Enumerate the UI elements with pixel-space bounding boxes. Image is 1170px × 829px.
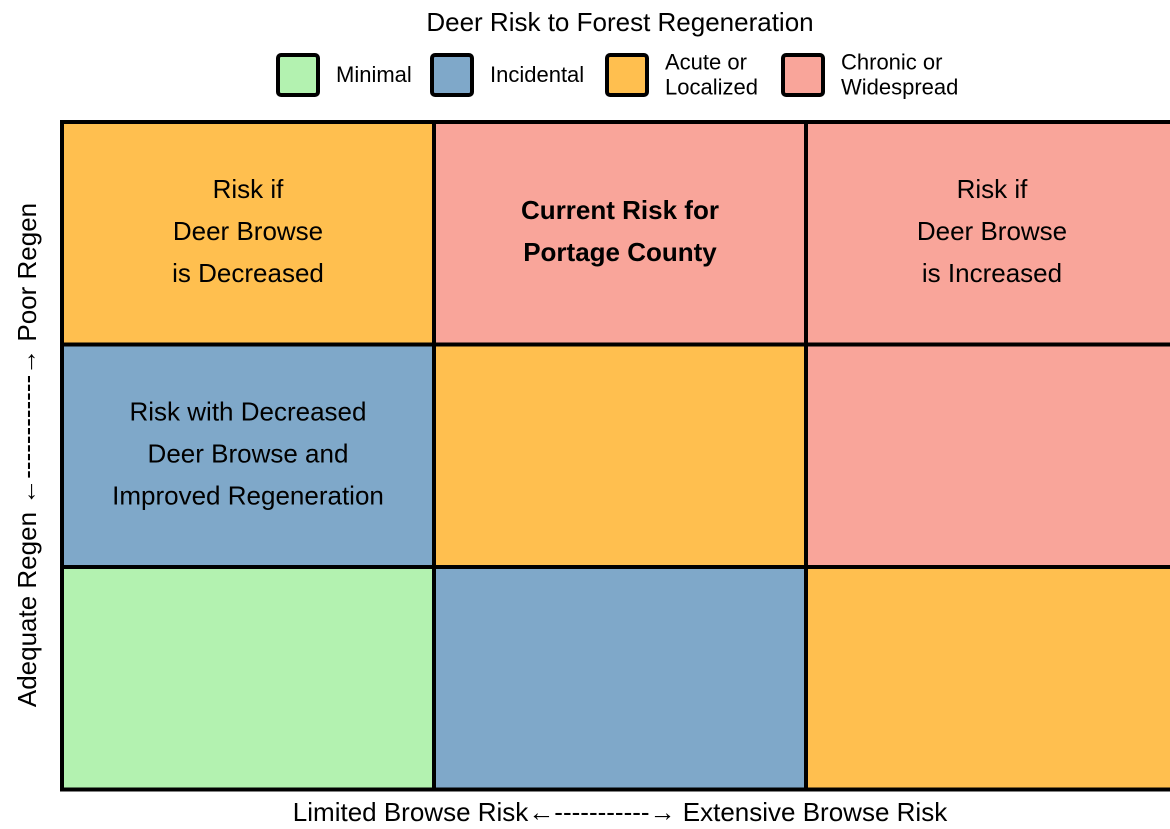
y-axis-label: Adequate Regen ←------------→ Poor Regen	[12, 203, 42, 707]
risk-cell	[804, 342, 1170, 569]
legend-swatch	[430, 53, 474, 97]
cell-label: is Decreased	[172, 258, 324, 288]
legend-swatch	[781, 53, 825, 97]
legend-label: Localized	[665, 74, 758, 99]
legend-label: Widespread	[841, 74, 958, 99]
legend-label: Incidental	[490, 62, 584, 87]
legend-swatch	[605, 53, 649, 97]
cell-label: Deer Browse	[173, 216, 323, 246]
cell-label: Improved Regeneration	[112, 481, 384, 511]
risk-cell	[60, 120, 436, 347]
cell-label: Deer Browse	[917, 216, 1067, 246]
risk-cell	[432, 565, 808, 792]
legend-label: Chronic or	[841, 49, 942, 74]
risk-cell	[804, 120, 1170, 347]
cell-label: is Increased	[922, 258, 1062, 288]
legend-label: Minimal	[336, 62, 412, 87]
legend-label: Acute or	[665, 49, 747, 74]
x-axis-label: Limited Browse Risk←-----------→ Extensi…	[293, 797, 948, 827]
cell-label: Risk if	[957, 174, 1029, 204]
legend-swatch	[276, 53, 320, 97]
risk-cell	[60, 565, 436, 792]
cell-label: Risk with Decreased	[130, 397, 367, 427]
cell-label: Risk if	[213, 174, 285, 204]
title: Deer Risk to Forest Regeneration	[426, 7, 813, 37]
cell-label: Portage County	[523, 237, 717, 267]
risk-cell	[804, 565, 1170, 792]
cell-label: Current Risk for	[521, 195, 719, 225]
risk-cell	[432, 342, 808, 569]
risk-cell	[432, 120, 808, 347]
cell-label: Deer Browse and	[148, 439, 349, 469]
